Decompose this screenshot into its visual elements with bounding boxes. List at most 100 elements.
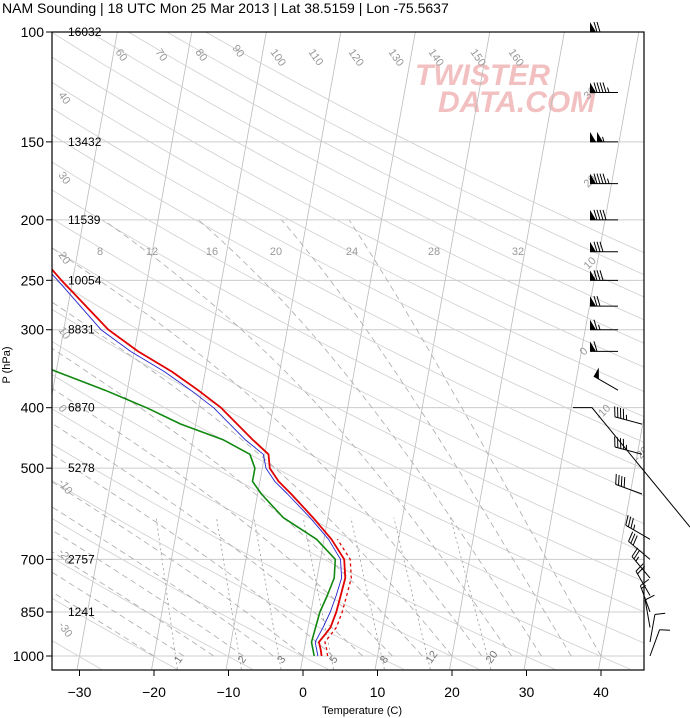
isotherm-10 <box>374 32 491 670</box>
chart-title: NAM Sounding | 18 UTC Mon 25 Mar 2013 | … <box>2 0 449 16</box>
dry-adiabat <box>52 218 644 525</box>
wind-barb <box>639 579 651 613</box>
barb-feather <box>596 209 601 220</box>
adiabat-label-left: -10 <box>56 477 75 497</box>
adiabat-label-left: 20 <box>56 250 73 267</box>
isotherm-50 <box>673 32 690 669</box>
barb-staff <box>644 599 651 628</box>
y-axis-label: P (hPa) <box>1 346 13 383</box>
barb-flag <box>590 296 596 307</box>
moist-adiabat-label: 20 <box>270 246 282 258</box>
dry-adiabat <box>52 597 178 670</box>
dry-adiabat <box>52 32 644 344</box>
adiabat-label: 60 <box>113 47 130 64</box>
barb-half-feather <box>602 136 605 143</box>
barb-feather <box>599 270 604 281</box>
x-tick-label: 30 <box>519 684 535 700</box>
barb-feather <box>632 535 638 546</box>
moist-adiabat <box>52 591 155 657</box>
dry-adiabat <box>52 408 555 670</box>
barb-staff <box>614 446 643 455</box>
adiabat-label-left: 10 <box>56 325 73 342</box>
adiabat-label: 130 <box>386 47 406 69</box>
barb-staff <box>639 585 651 613</box>
mixing-ratio-label: 20 <box>484 649 501 666</box>
temperature-line <box>52 268 347 657</box>
adiabat-label-left: 40 <box>56 90 73 107</box>
dry-adiabat <box>52 56 644 368</box>
moist-adiabat <box>103 219 512 657</box>
wind-barb <box>649 629 671 657</box>
barb-feather <box>654 612 666 616</box>
dry-adiabat <box>52 189 644 497</box>
x-tick-label: 20 <box>444 684 460 700</box>
barb-feather <box>593 270 598 281</box>
barb-feather <box>593 173 598 184</box>
barb-flag <box>597 131 603 142</box>
wind-barb <box>590 319 618 331</box>
x-tick-label: 0 <box>299 684 307 700</box>
parcel-trace-line <box>324 538 352 657</box>
barb-feather <box>618 474 620 486</box>
barb-feather <box>599 209 604 220</box>
adiabat-label: 90 <box>230 43 247 60</box>
dry-adiabat <box>52 107 644 418</box>
y-tick-label: 1000 <box>13 648 44 664</box>
barb-feather <box>602 173 607 184</box>
adiabat-label-left: 30 <box>56 170 73 187</box>
mixing-ratio-line <box>216 517 242 670</box>
barb-flag <box>590 319 596 330</box>
moist-adiabat <box>52 571 185 657</box>
height-label: 10054 <box>68 273 102 287</box>
height-label: 5278 <box>68 461 95 475</box>
barb-flag <box>590 82 596 93</box>
wind-barb <box>649 612 666 643</box>
barb-feather <box>596 82 601 93</box>
mixing-ratio-line <box>302 517 334 670</box>
x-axis-label: Temperature (C) <box>322 705 402 717</box>
barb-feather <box>628 531 634 542</box>
y-tick-label: 850 <box>21 604 45 620</box>
barb-feather <box>602 209 607 220</box>
dry-adiabat <box>52 557 253 670</box>
barb-staff <box>649 629 661 657</box>
barb-flag <box>590 241 596 252</box>
barb-half-feather <box>635 556 640 562</box>
barb-half-feather <box>607 87 610 93</box>
dry-adiabat <box>52 134 644 443</box>
watermark-line1: TWISTER <box>415 59 550 92</box>
isotherm-40 <box>598 414 644 670</box>
barb-half-feather <box>633 524 636 530</box>
wind-barb <box>590 131 618 143</box>
dry-adiabat <box>52 517 329 670</box>
wind-barb <box>593 367 619 391</box>
adiabat-label-left: -30 <box>56 620 75 640</box>
barb-flag <box>590 131 596 142</box>
wind-profile <box>573 21 690 657</box>
y-tick-label: 250 <box>21 272 45 288</box>
barb-feather <box>630 533 636 544</box>
mixing-ratio-label: 8 <box>378 654 391 666</box>
moist-adiabat <box>348 219 602 657</box>
barb-feather <box>599 173 604 184</box>
wind-barb <box>615 473 643 495</box>
height-label: 11539 <box>68 213 101 227</box>
isotherm--20 <box>151 32 267 670</box>
x-tick-label: 40 <box>593 684 609 700</box>
barb-feather <box>599 241 604 252</box>
height-label: 6870 <box>68 401 95 415</box>
mixing-ratio-label: 5 <box>327 654 340 666</box>
barb-staff <box>593 375 619 391</box>
barb-feather <box>631 547 639 557</box>
barb-staff <box>614 416 643 425</box>
barb-feather <box>635 563 644 572</box>
wind-barb <box>590 341 618 352</box>
barb-feather <box>630 517 634 529</box>
virtual_temp-line <box>52 273 343 657</box>
moist-adiabat-label: 12 <box>146 246 158 258</box>
height-label: 16032 <box>68 25 102 39</box>
barb-flag <box>590 270 596 281</box>
adiabat-label: 110 <box>306 47 326 68</box>
wind-barb <box>590 295 618 307</box>
